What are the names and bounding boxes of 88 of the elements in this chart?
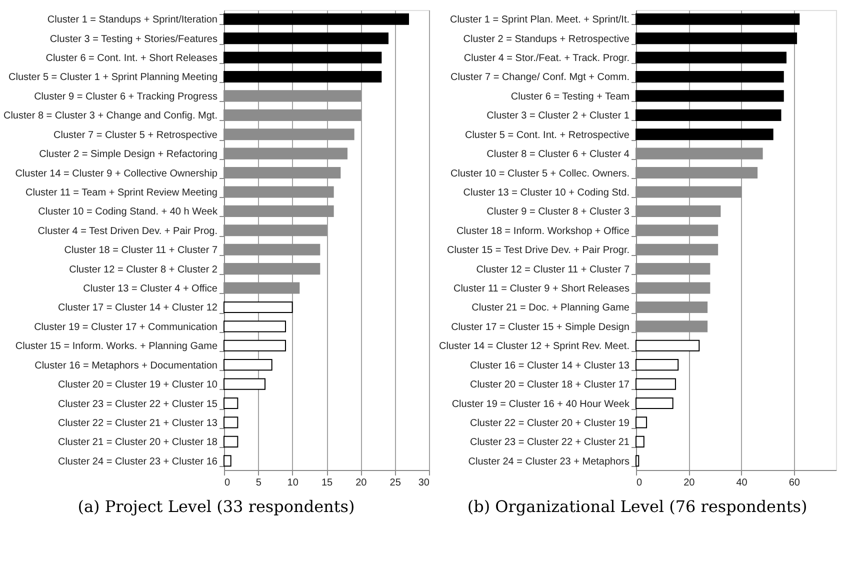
y-tick-label: Cluster 24 = Cluster 23 + Metaphors	[468, 456, 630, 468]
y-tick-label: Cluster 23 = Cluster 22 + Cluster 21	[470, 437, 630, 448]
y-tick-label: Cluster 16 = Metaphors + Documentation	[34, 360, 218, 372]
y-tick-label: Cluster 7 = Cluster 5 + Retrospective	[54, 130, 218, 141]
y-tick-label: Cluster 2 = Simple Design + Refactoring	[39, 149, 218, 160]
x-tick-label: 15	[321, 478, 333, 488]
y-tick-label: Cluster 22 = Cluster 21 + Cluster 13	[58, 418, 218, 429]
y-tick-label: Cluster 7 = Change/ Conf. Mgt + Comm.	[450, 72, 630, 84]
x-tick-label: 0	[636, 478, 642, 488]
bar	[636, 52, 786, 64]
bar	[224, 416, 238, 428]
y-tick-label: Cluster 10 = Coding Stand. + 40 h Week	[38, 206, 218, 218]
y-tick-label: Cluster 9 = Cluster 6 + Tracking Progress	[34, 91, 218, 102]
y-tick-label: Cluster 22 = Cluster 20 + Cluster 19	[470, 418, 630, 429]
y-tick-label: Cluster 17 = Cluster 15 + Simple Design	[451, 322, 630, 333]
y-tick-label: Cluster 12 = Cluster 11 + Cluster 7	[476, 264, 630, 276]
y-tick-label: Cluster 10 = Cluster 5 + Collec. Owners.	[450, 168, 630, 180]
x-tick-label: 0	[224, 478, 230, 488]
bar	[636, 416, 648, 428]
bar	[224, 52, 382, 64]
y-tick-label: Cluster 3 = Cluster 2 + Cluster 1	[486, 110, 630, 122]
y-tick-label: Cluster 9 = Cluster 8 + Cluster 3	[486, 206, 630, 218]
bar	[636, 32, 798, 44]
y-tick-label: Cluster 15 = Inform. Works. + Planning Game	[15, 341, 218, 352]
y-tick-label: Cluster 21 = Doc. + Planning Game	[472, 302, 630, 314]
y-tick-label: Cluster 4 = Test Driven Dev. + Pair Prog.	[38, 226, 218, 237]
y-tick-label: Cluster 6 = Testing + Team	[510, 91, 630, 102]
y-tick-label: Cluster 8 = Cluster 6 + Cluster 4	[486, 149, 630, 160]
x-tick-label: 30	[418, 478, 430, 488]
bar	[636, 378, 676, 390]
bar	[224, 378, 266, 390]
y-tick-label: Cluster 19 = Cluster 17 + Communication	[34, 322, 218, 333]
y-tick-label: Cluster 3 = Testing + Stories/Features	[50, 34, 218, 45]
y-tick-label: Cluster 11 = Cluster 9 + Short Releases	[453, 284, 630, 295]
bar	[224, 13, 409, 25]
y-tick-label: Cluster 2 = Standups + Retrospective	[463, 34, 630, 45]
y-tick-label: Cluster 4 = Stor./Feat. + Track. Progr.	[464, 53, 630, 64]
bar	[636, 455, 640, 467]
x-tick-label: 40	[736, 478, 748, 488]
bar	[636, 90, 784, 102]
y-tick-label: Cluster 17 = Cluster 14 + Cluster 12	[58, 302, 218, 314]
x-tick-label: 25	[390, 478, 402, 488]
y-tick-label: Cluster 24 = Cluster 23 + Cluster 16	[58, 456, 218, 468]
bar	[224, 455, 232, 467]
bar	[224, 320, 286, 332]
bar	[224, 359, 272, 371]
bar	[636, 397, 674, 410]
bar	[636, 128, 774, 140]
y-tick-label: Cluster 19 = Cluster 16 + 40 Hour Week	[452, 398, 630, 410]
y-tick-label: Cluster 18 = Cluster 11 + Cluster 7	[64, 245, 218, 256]
bar	[636, 13, 800, 25]
y-tick-label: Cluster 1 = Sprint Plan. Meet. + Sprint/It.	[450, 14, 630, 26]
bar	[636, 359, 679, 371]
bar	[224, 436, 238, 448]
y-tick-label: Cluster 13 = Cluster 4 + Office	[83, 284, 218, 295]
y-tick-label: Cluster 5 = Cluster 1 + Sprint Planning Meeting	[8, 72, 218, 84]
text: (b) Organizational Level (76 respondents)	[467, 497, 808, 516]
y-tick-label: Cluster 12 = Cluster 8 + Cluster 2	[69, 264, 218, 276]
y-tick-label: Cluster 23 = Cluster 22 + Cluster 15	[58, 398, 218, 410]
bar	[224, 301, 293, 314]
y-tick-label: Cluster 1 = Standups + Sprint/Iteration	[47, 14, 218, 26]
y-tick-label: Cluster 15 = Test Drive Dev. + Pair Progr.	[447, 245, 630, 256]
bar	[636, 70, 784, 83]
bar	[224, 397, 238, 410]
y-tick-label: Cluster 21 = Cluster 20 + Cluster 18	[58, 437, 218, 448]
x-tick-label: 10	[287, 478, 299, 488]
bar	[636, 109, 782, 121]
y-tick-label: Cluster 14 = Cluster 9 + Collective Ownership	[15, 168, 218, 180]
y-tick-label: Cluster 13 = Cluster 10 + Coding Std.	[463, 187, 630, 198]
y-tick-label: Cluster 5 = Cont. Int. + Retrospective	[464, 130, 630, 141]
bar	[224, 32, 388, 44]
y-tick-label: Cluster 16 = Cluster 14 + Cluster 13	[470, 360, 630, 372]
text: (a) Project Level (33 respondents)	[78, 497, 355, 516]
y-tick-label: Cluster 8 = Cluster 3 + Change and Config. Mgt.	[3, 110, 218, 122]
bar	[224, 70, 382, 83]
y-tick-label: Cluster 14 = Cluster 12 + Sprint Rev. Meet.	[439, 341, 630, 352]
bar	[224, 340, 286, 352]
bar	[636, 436, 644, 448]
y-tick-label: Cluster 11 = Team + Sprint Review Meeting	[26, 187, 218, 198]
bar	[636, 340, 700, 352]
y-tick-label: Cluster 20 = Cluster 19 + Cluster 10	[58, 380, 218, 391]
y-tick-label: Cluster 18 = Inform. Workshop + Office	[456, 226, 630, 237]
x-tick-label: 20	[684, 478, 696, 488]
x-tick-label: 20	[356, 478, 368, 488]
x-tick-label: 60	[788, 478, 800, 488]
y-tick-label: Cluster 20 = Cluster 18 + Cluster 17	[470, 380, 630, 391]
y-tick-label: Cluster 6 = Cont. Int. + Short Releases	[46, 53, 218, 64]
x-tick-label: 5	[256, 478, 262, 488]
